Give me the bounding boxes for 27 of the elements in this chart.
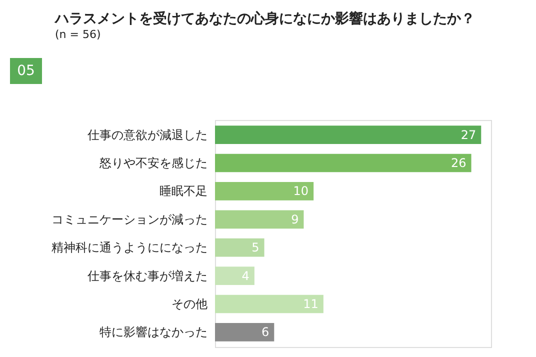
text: 05 [17,63,35,79]
y-tick-label: 特に影響はなかった [100,325,208,340]
data-label: 10 [293,184,309,198]
data-label: 27 [460,128,476,142]
bar [215,323,274,342]
chart-title: ハラスメントを受けてあなたの心身になにか影響はありましたか？ [54,10,475,27]
bar [215,182,314,200]
data-label: 11 [303,296,318,311]
y-tick-label: 仕事の意欲が減退した [86,128,208,142]
y-tick-label: その他 [172,296,208,311]
bar [215,154,472,172]
bar [215,210,304,229]
y-tick-label: コミュニケーションが減った [52,212,208,226]
y-tick-label: 怒りや不安を感じた [98,156,208,170]
data-label: 6 [262,325,270,340]
y-tick-label: 仕事を休む事が増えた [86,268,208,283]
data-label: 5 [252,240,260,255]
data-label: 9 [291,212,299,226]
bar [215,266,254,285]
y-tick-label: 精神科に通うようにになった [52,240,208,255]
bar [215,126,482,144]
data-label: 4 [242,268,250,283]
y-tick-label: 睡眠不足 [160,184,208,198]
bar [215,294,324,314]
bar [215,238,264,257]
text: (n = 56) [55,28,101,41]
data-label: 26 [451,156,466,170]
